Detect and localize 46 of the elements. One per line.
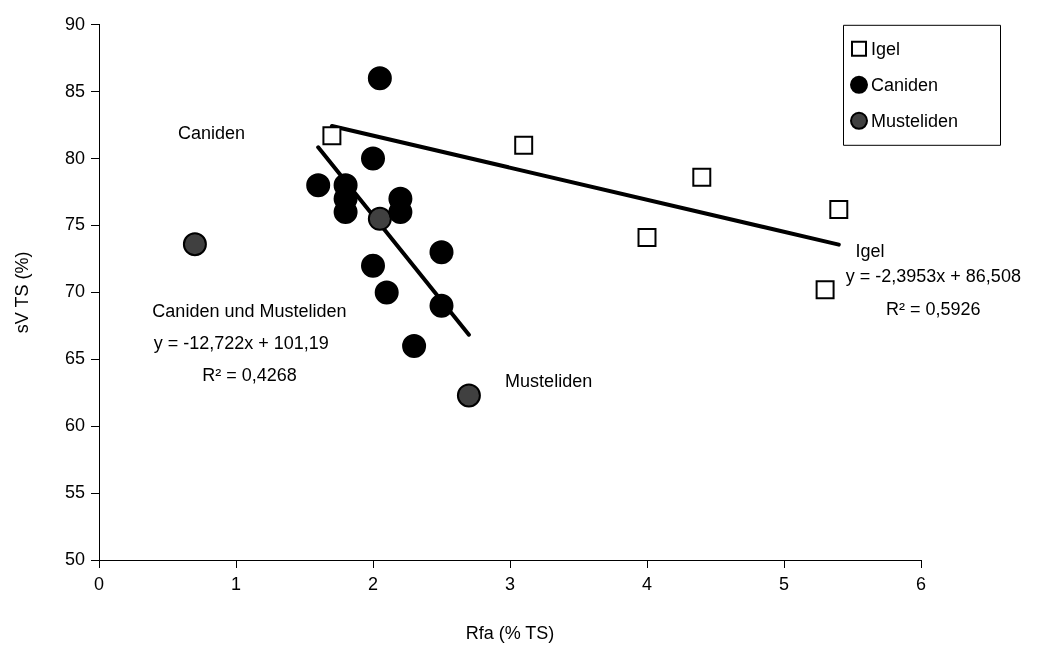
point [829, 199, 849, 219]
point [637, 228, 657, 248]
point [367, 66, 392, 91]
point [429, 240, 454, 265]
legend-label: Igel [871, 38, 901, 59]
point [456, 383, 481, 408]
x-tick-label: 4 [641, 573, 653, 594]
point [361, 253, 385, 278]
legend-label: Caniden [871, 74, 939, 95]
x-axis-title: Rfa (% TS) [465, 623, 555, 644]
y-tick-label: 60 [64, 415, 85, 436]
x-tick-label: 3 [504, 573, 516, 594]
annotation: R² = 0,5926 [886, 299, 981, 320]
y-tick-label: 80 [64, 147, 85, 168]
x-tick-label: 6 [915, 573, 927, 594]
point [429, 293, 454, 318]
annotation: y = -2,3953x + 86,508 [845, 266, 1021, 287]
y-tick-label: 70 [64, 281, 85, 302]
annotation: R² = 0,4268 [202, 365, 297, 386]
point [367, 206, 392, 231]
y-tick-label: 75 [64, 214, 85, 235]
point [692, 167, 712, 187]
point [815, 280, 835, 300]
annotation: Musteliden [505, 371, 593, 392]
x-tick-label: 1 [230, 573, 242, 594]
point [514, 135, 534, 155]
point [306, 173, 331, 198]
point [322, 126, 342, 146]
x-tick-label: 2 [367, 573, 379, 594]
point [182, 232, 207, 257]
x-tick-label: 0 [93, 573, 105, 594]
x-tick-label: 5 [778, 573, 790, 594]
annotation: y = -12,722x + 101,19 [153, 333, 329, 354]
point [374, 280, 399, 305]
annotation: Caniden [178, 123, 246, 144]
y-tick-label: 65 [64, 348, 85, 369]
annotation: Caniden und Musteliden [152, 301, 347, 322]
y-tick-label: 85 [64, 80, 85, 101]
legend-label: Musteliden [871, 110, 959, 131]
point [361, 146, 385, 171]
annotation: Igel [855, 241, 885, 262]
y-tick-label: 55 [64, 482, 85, 503]
y-axis-title: sV TS (%) [11, 251, 32, 334]
y-tick-label: 90 [64, 13, 85, 34]
point [402, 333, 427, 358]
y-tick-label: 50 [64, 548, 85, 569]
